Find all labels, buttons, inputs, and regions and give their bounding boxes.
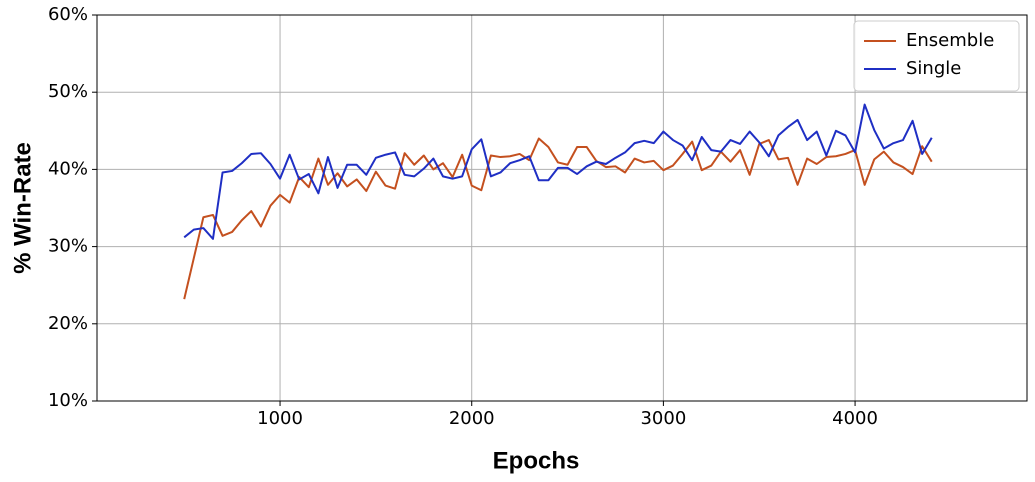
- x-tick-label: 3000: [640, 408, 686, 429]
- x-tick-label: 2000: [449, 408, 495, 429]
- y-tick-label: 50%: [48, 81, 88, 102]
- x-axis-label: Epochs: [493, 447, 580, 474]
- y-tick-label: 40%: [48, 158, 88, 179]
- x-tick-label: 4000: [832, 408, 878, 429]
- line: [183, 137, 933, 300]
- plot-frame: [96, 14, 1028, 402]
- x-tick-label: 1000: [257, 408, 303, 429]
- y-tick-label: 20%: [48, 313, 88, 334]
- legend-label: Single: [906, 58, 961, 79]
- line: [183, 103, 933, 240]
- y-tick-label: 30%: [48, 236, 88, 257]
- y-axis-label: % Win-Rate: [9, 142, 36, 274]
- y-tick-label: 60%: [48, 4, 88, 25]
- y-tick-label: 10%: [48, 390, 88, 411]
- legend-box: [853, 20, 1020, 92]
- legend-label: Ensemble: [906, 30, 994, 51]
